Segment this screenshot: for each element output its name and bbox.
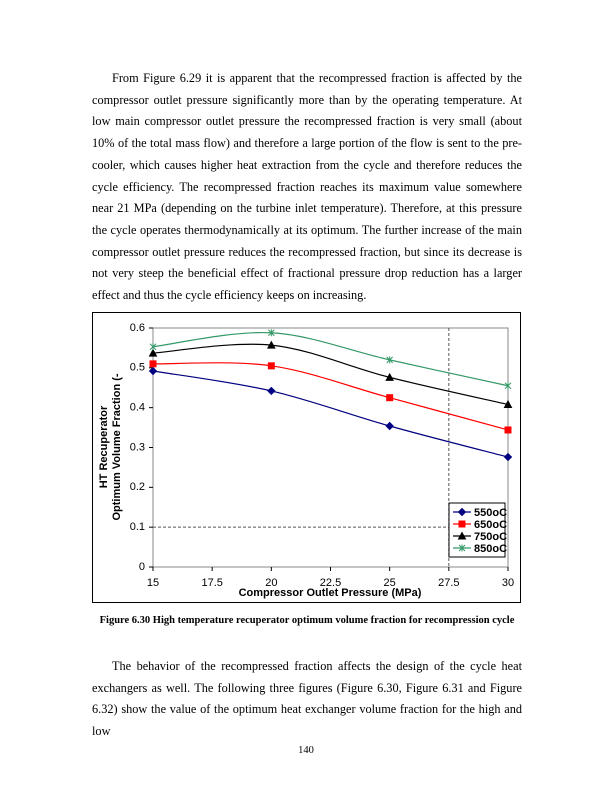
y-tick-label: 0.3 (130, 441, 145, 453)
series-line (152, 331, 509, 387)
marker (385, 372, 395, 381)
x-tick-label: 30 (502, 577, 514, 589)
legend-label: 650oC (474, 519, 507, 531)
x-tick-label: 22.5 (320, 577, 341, 589)
page-number: 140 (298, 745, 314, 756)
y-tick-label: 0.5 (130, 362, 145, 374)
marker (386, 356, 394, 364)
marker (503, 399, 513, 408)
marker (504, 382, 512, 390)
marker (267, 362, 275, 370)
x-axis-label: Compressor Outlet Pressure (MPa) (239, 587, 422, 599)
marker (266, 340, 276, 349)
series-line (152, 370, 509, 458)
y-tick-label: 0 (139, 561, 145, 573)
y-tick-label: 0.2 (130, 481, 145, 493)
marker (386, 394, 394, 402)
marker (267, 329, 275, 337)
marker (457, 531, 467, 540)
chart: Compressor Outlet Pressure (MPa) HT Recu… (92, 312, 521, 603)
x-tick-label: 15 (147, 577, 159, 589)
x-tick-label: 17.5 (201, 577, 222, 589)
marker (149, 360, 157, 368)
y-axis-label: HT Recuperator (98, 405, 110, 488)
legend-label: 850oC (474, 543, 507, 555)
marker (385, 421, 394, 431)
paragraph: From Figure 6.29 it is apparent that the… (92, 71, 522, 303)
marker (458, 544, 466, 552)
legend-label: 550oC (474, 507, 507, 519)
y-tick-label: 0.4 (130, 402, 145, 414)
y-axis-label: Optimum Volume Fraction (- (111, 373, 123, 520)
marker (148, 348, 158, 357)
marker (503, 452, 513, 462)
x-tick-label: 20 (265, 577, 277, 589)
marker (148, 366, 158, 376)
figure-caption: Figure 6.30 High temperature recuperator… (99, 615, 515, 626)
marker (458, 520, 466, 528)
y-tick-label: 0.1 (130, 521, 145, 533)
marker (457, 507, 467, 517)
y-tick-label: 0.6 (130, 322, 145, 334)
series-line (152, 343, 509, 406)
x-tick-label: 25 (384, 577, 396, 589)
series-line (152, 362, 509, 431)
marker (267, 386, 276, 396)
x-tick-label: 27.5 (438, 577, 459, 589)
paragraph: The behavior of the recompressed fractio… (92, 659, 522, 739)
legend-label: 750oC (474, 531, 507, 543)
marker (504, 426, 512, 434)
marker (149, 343, 157, 351)
